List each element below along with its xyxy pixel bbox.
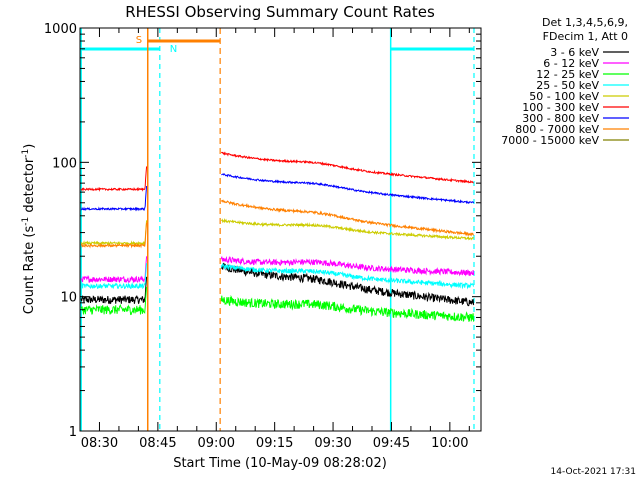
series-6 xyxy=(80,173,475,212)
y-tick-label: 1000 xyxy=(44,22,77,37)
series-trace-post-0 xyxy=(220,262,475,307)
y-axis-label-part2: detector xyxy=(22,157,37,217)
legend-label-3: 25 - 50 keV xyxy=(536,79,599,92)
series-5 xyxy=(80,151,474,192)
x-tick-label: 08:45 xyxy=(139,436,176,451)
series-trace-post-6 xyxy=(221,173,475,205)
series-trace-pre-6 xyxy=(80,185,148,212)
series-trace-pre-2 xyxy=(80,286,148,316)
x-tick-label: 09:45 xyxy=(373,436,410,451)
y-axis-label-sup1: -1 xyxy=(21,217,31,226)
y-tick-label: 1 xyxy=(69,425,77,440)
legend-label-6: 300 - 800 keV xyxy=(522,112,599,125)
series-trace-post-5 xyxy=(220,151,474,184)
y-axis-label: Count Rate (s-1 detector-1) xyxy=(21,144,37,315)
y-tick-label: 100 xyxy=(52,156,77,171)
x-tick-label: 09:15 xyxy=(256,436,293,451)
x-tick-label: 09:00 xyxy=(198,436,235,451)
series-2 xyxy=(80,286,475,323)
y-axis-label-sup2: -1 xyxy=(21,149,31,158)
y-axis: 1 10 100 1000 xyxy=(44,22,481,440)
legend-label-4: 50 - 100 keV xyxy=(529,90,599,103)
series-trace-pre-0 xyxy=(80,276,148,305)
series-trace-post-3 xyxy=(220,263,475,290)
series-layer xyxy=(80,151,475,323)
series-trace-post-7 xyxy=(220,199,475,237)
series-trace-post-4 xyxy=(221,217,474,241)
legend-label-8: 7000 - 15000 keV xyxy=(501,134,599,147)
legend: Det 1,3,4,5,6,9, FDecim 1, Att 0 3 - 6 k… xyxy=(501,16,629,147)
series-0 xyxy=(80,262,475,307)
legend-label-5: 100 - 300 keV xyxy=(522,101,599,114)
legend-label-0: 3 - 6 keV xyxy=(550,46,599,59)
series-trace-pre-5 xyxy=(80,166,148,192)
series-trace-pre-7 xyxy=(80,222,148,249)
timestamp: 14-Oct-2021 17:31 xyxy=(551,467,636,477)
legend-header-2: FDecim 1, Att 0 xyxy=(543,30,628,43)
x-axis-label: Start Time (10-May-09 08:28:02) xyxy=(173,456,387,471)
orbit-markers: SN xyxy=(80,28,475,431)
series-4 xyxy=(80,217,474,247)
y-axis-label-part1: Count Rate (s xyxy=(22,226,37,315)
saa-label: S xyxy=(136,35,142,46)
x-tick-label: 09:30 xyxy=(314,436,351,451)
x-axis: 08:30 08:45 09:00 09:15 09:30 09:45 10:00 xyxy=(79,28,470,451)
y-tick-label: 10 xyxy=(60,291,77,306)
plot-frame xyxy=(79,27,482,432)
y-axis-label-part3: ) xyxy=(22,144,37,149)
series-trace-pre-4 xyxy=(80,220,148,247)
series-trace-pre-3 xyxy=(80,263,148,290)
series-7 xyxy=(80,199,475,249)
series-trace-post-1 xyxy=(220,255,475,277)
series-trace-post-2 xyxy=(220,294,475,323)
legend-label-7: 800 - 7000 keV xyxy=(515,123,599,136)
x-tick-label: 10:00 xyxy=(431,436,468,451)
series-3 xyxy=(80,263,475,290)
legend-label-2: 12 - 25 keV xyxy=(536,68,599,81)
legend-header-1: Det 1,3,4,5,6,9, xyxy=(542,16,628,29)
chart-title: RHESSI Observing Summary Count Rates xyxy=(125,3,435,21)
x-tick-label: 08:30 xyxy=(81,436,118,451)
series-1 xyxy=(80,255,475,284)
series-trace-pre-1 xyxy=(80,256,148,284)
night-label: N xyxy=(170,44,177,55)
legend-label-1: 6 - 12 keV xyxy=(543,57,599,70)
